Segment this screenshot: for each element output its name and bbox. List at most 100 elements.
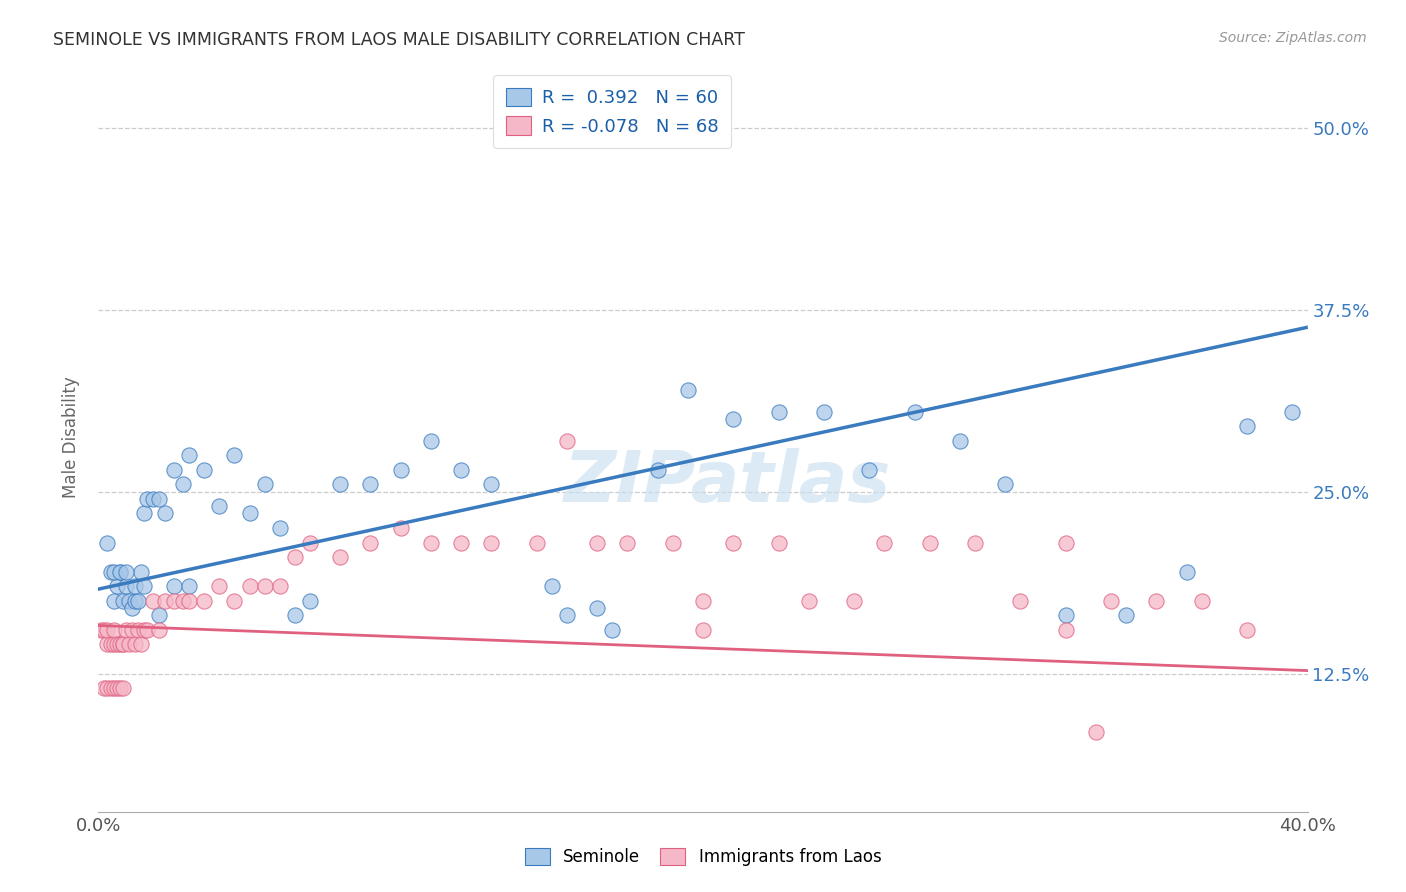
Point xyxy=(873,535,896,549)
Point xyxy=(108,681,131,695)
Point xyxy=(616,535,638,549)
Point xyxy=(103,593,125,607)
Point xyxy=(96,637,118,651)
Point xyxy=(723,535,745,549)
Point xyxy=(813,404,835,418)
Point xyxy=(586,535,609,549)
Point xyxy=(586,601,609,615)
Point xyxy=(148,491,170,506)
Point xyxy=(105,579,128,593)
Point xyxy=(1191,593,1213,607)
Point xyxy=(602,623,624,637)
Point xyxy=(647,463,669,477)
Point xyxy=(172,477,194,491)
Point xyxy=(129,637,152,651)
Point xyxy=(142,491,165,506)
Point xyxy=(1099,593,1122,607)
Text: SEMINOLE VS IMMIGRANTS FROM LAOS MALE DISABILITY CORRELATION CHART: SEMINOLE VS IMMIGRANTS FROM LAOS MALE DI… xyxy=(53,31,745,49)
Point xyxy=(100,637,122,651)
Point xyxy=(797,593,820,607)
Point xyxy=(1010,593,1032,607)
Point xyxy=(124,579,146,593)
Point xyxy=(208,579,231,593)
Text: Source: ZipAtlas.com: Source: ZipAtlas.com xyxy=(1219,31,1367,45)
Point xyxy=(118,593,141,607)
Point xyxy=(1236,623,1258,637)
Point xyxy=(389,521,412,535)
Point xyxy=(676,383,699,397)
Point xyxy=(723,412,745,426)
Point xyxy=(132,579,155,593)
Point xyxy=(1085,724,1108,739)
Legend: Seminole, Immigrants from Laos: Seminole, Immigrants from Laos xyxy=(517,841,889,873)
Point xyxy=(103,565,125,579)
Point xyxy=(1281,404,1303,418)
Point xyxy=(224,448,246,462)
Point xyxy=(103,637,125,651)
Point xyxy=(193,463,215,477)
Point xyxy=(844,593,866,607)
Point xyxy=(114,579,136,593)
Point xyxy=(105,681,128,695)
Point xyxy=(111,637,134,651)
Point xyxy=(129,565,152,579)
Point xyxy=(124,593,146,607)
Point xyxy=(284,608,307,623)
Point xyxy=(124,637,146,651)
Point xyxy=(163,463,186,477)
Point xyxy=(121,601,143,615)
Point xyxy=(93,623,115,637)
Text: ZIPatlas: ZIPatlas xyxy=(564,448,891,516)
Point xyxy=(1175,565,1198,579)
Point xyxy=(127,623,149,637)
Point xyxy=(132,623,155,637)
Point xyxy=(208,499,231,513)
Point xyxy=(329,550,352,565)
Point xyxy=(692,593,714,607)
Point xyxy=(111,681,134,695)
Point xyxy=(253,477,276,491)
Point xyxy=(450,535,472,549)
Point xyxy=(148,608,170,623)
Point xyxy=(100,681,122,695)
Point xyxy=(135,623,157,637)
Point xyxy=(121,623,143,637)
Point xyxy=(153,593,176,607)
Point xyxy=(132,507,155,521)
Point xyxy=(661,535,683,549)
Point xyxy=(114,623,136,637)
Y-axis label: Male Disability: Male Disability xyxy=(62,376,80,498)
Point xyxy=(239,507,262,521)
Point xyxy=(994,477,1017,491)
Point xyxy=(239,579,262,593)
Point xyxy=(299,535,322,549)
Point xyxy=(111,637,134,651)
Point xyxy=(360,535,382,549)
Point xyxy=(450,463,472,477)
Point xyxy=(1054,608,1077,623)
Point xyxy=(127,593,149,607)
Point xyxy=(526,535,548,549)
Legend: R =  0.392   N = 60, R = -0.078   N = 68: R = 0.392 N = 60, R = -0.078 N = 68 xyxy=(494,75,731,148)
Point xyxy=(103,623,125,637)
Point xyxy=(93,681,115,695)
Point xyxy=(1144,593,1167,607)
Point xyxy=(555,434,578,448)
Point xyxy=(148,623,170,637)
Point xyxy=(179,593,201,607)
Point xyxy=(299,593,322,607)
Point xyxy=(1054,623,1077,637)
Point xyxy=(103,681,125,695)
Point xyxy=(179,579,201,593)
Point xyxy=(96,681,118,695)
Point xyxy=(253,579,276,593)
Point xyxy=(284,550,307,565)
Point xyxy=(1236,419,1258,434)
Point xyxy=(269,579,291,593)
Point xyxy=(163,579,186,593)
Point xyxy=(481,477,503,491)
Point xyxy=(172,593,194,607)
Point xyxy=(269,521,291,535)
Point xyxy=(360,477,382,491)
Point xyxy=(768,404,790,418)
